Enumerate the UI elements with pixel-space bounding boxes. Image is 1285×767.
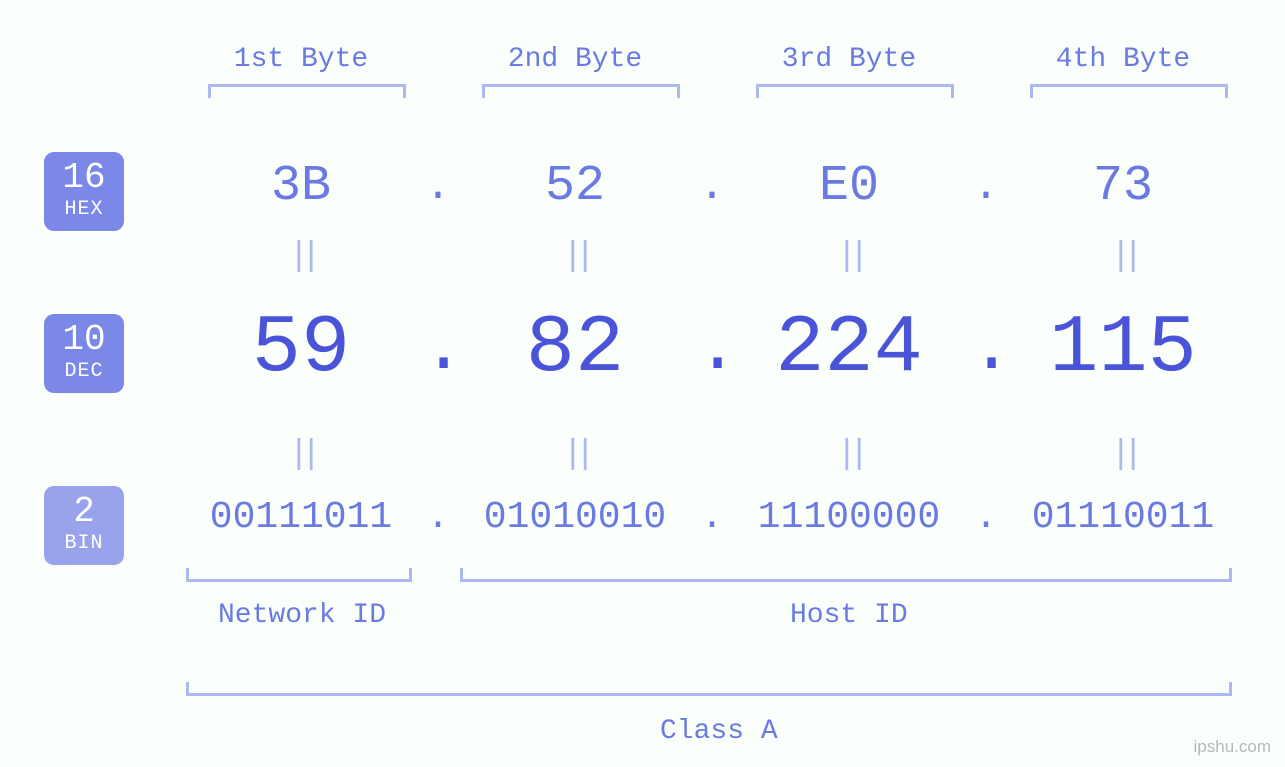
bin-badge-label: BIN bbox=[44, 532, 124, 555]
top-bracket-4 bbox=[1030, 84, 1228, 98]
equals-2-2: || bbox=[454, 436, 696, 474]
equals-row-1: || || || || bbox=[180, 238, 1244, 276]
top-bracket-3 bbox=[756, 84, 954, 98]
bin-byte-1: 00111011 bbox=[180, 496, 422, 539]
dec-dot-1: . bbox=[422, 308, 454, 390]
dec-row: 59 . 82 . 224 . 115 bbox=[180, 302, 1244, 395]
hex-byte-2: 52 bbox=[454, 158, 696, 215]
hex-dot-1: . bbox=[422, 162, 454, 212]
hex-row: 3B . 52 . E0 . 73 bbox=[180, 158, 1244, 215]
bin-dot-2: . bbox=[696, 496, 728, 539]
class-label: Class A bbox=[660, 716, 778, 747]
hex-dot-3: . bbox=[970, 162, 1002, 212]
hex-byte-1: 3B bbox=[180, 158, 422, 215]
watermark: ipshu.com bbox=[1194, 737, 1271, 757]
bin-byte-2: 01010010 bbox=[454, 496, 696, 539]
hex-badge: 16 HEX bbox=[44, 152, 124, 231]
bin-row: 00111011 . 01010010 . 11100000 . 0111001… bbox=[180, 496, 1244, 539]
dec-badge: 10 DEC bbox=[44, 314, 124, 393]
byte-header-2: 2nd Byte bbox=[454, 44, 696, 75]
equals-row-2: || || || || bbox=[180, 436, 1244, 474]
bin-badge: 2 BIN bbox=[44, 486, 124, 565]
equals-1-1: || bbox=[180, 238, 422, 276]
equals-1-4: || bbox=[1002, 238, 1244, 276]
equals-1-2: || bbox=[454, 238, 696, 276]
hex-byte-3: E0 bbox=[728, 158, 970, 215]
dec-badge-label: DEC bbox=[44, 360, 124, 383]
top-bracket-2 bbox=[482, 84, 680, 98]
hex-badge-label: HEX bbox=[44, 198, 124, 221]
byte-header-row: 1st Byte 2nd Byte 3rd Byte 4th Byte bbox=[180, 44, 1244, 75]
bin-dot-1: . bbox=[422, 496, 454, 539]
host-id-bracket bbox=[460, 568, 1232, 582]
equals-2-1: || bbox=[180, 436, 422, 474]
hex-byte-4: 73 bbox=[1002, 158, 1244, 215]
dec-dot-3: . bbox=[970, 308, 1002, 390]
top-bracket-1 bbox=[208, 84, 406, 98]
equals-2-3: || bbox=[728, 436, 970, 474]
bin-byte-3: 11100000 bbox=[728, 496, 970, 539]
host-id-label: Host ID bbox=[790, 600, 908, 631]
byte-header-3: 3rd Byte bbox=[728, 44, 970, 75]
byte-header-1: 1st Byte bbox=[180, 44, 422, 75]
hex-badge-num: 16 bbox=[44, 160, 124, 196]
dec-byte-1: 59 bbox=[180, 302, 422, 395]
dec-badge-num: 10 bbox=[44, 322, 124, 358]
bin-byte-4: 01110011 bbox=[1002, 496, 1244, 539]
bin-badge-num: 2 bbox=[44, 494, 124, 530]
dec-byte-3: 224 bbox=[728, 302, 970, 395]
dec-dot-2: . bbox=[696, 308, 728, 390]
class-bracket bbox=[186, 682, 1232, 696]
dec-byte-4: 115 bbox=[1002, 302, 1244, 395]
bin-dot-3: . bbox=[970, 496, 1002, 539]
byte-header-4: 4th Byte bbox=[1002, 44, 1244, 75]
equals-2-4: || bbox=[1002, 436, 1244, 474]
dec-byte-2: 82 bbox=[454, 302, 696, 395]
network-id-bracket bbox=[186, 568, 412, 582]
network-id-label: Network ID bbox=[218, 600, 386, 631]
hex-dot-2: . bbox=[696, 162, 728, 212]
equals-1-3: || bbox=[728, 238, 970, 276]
